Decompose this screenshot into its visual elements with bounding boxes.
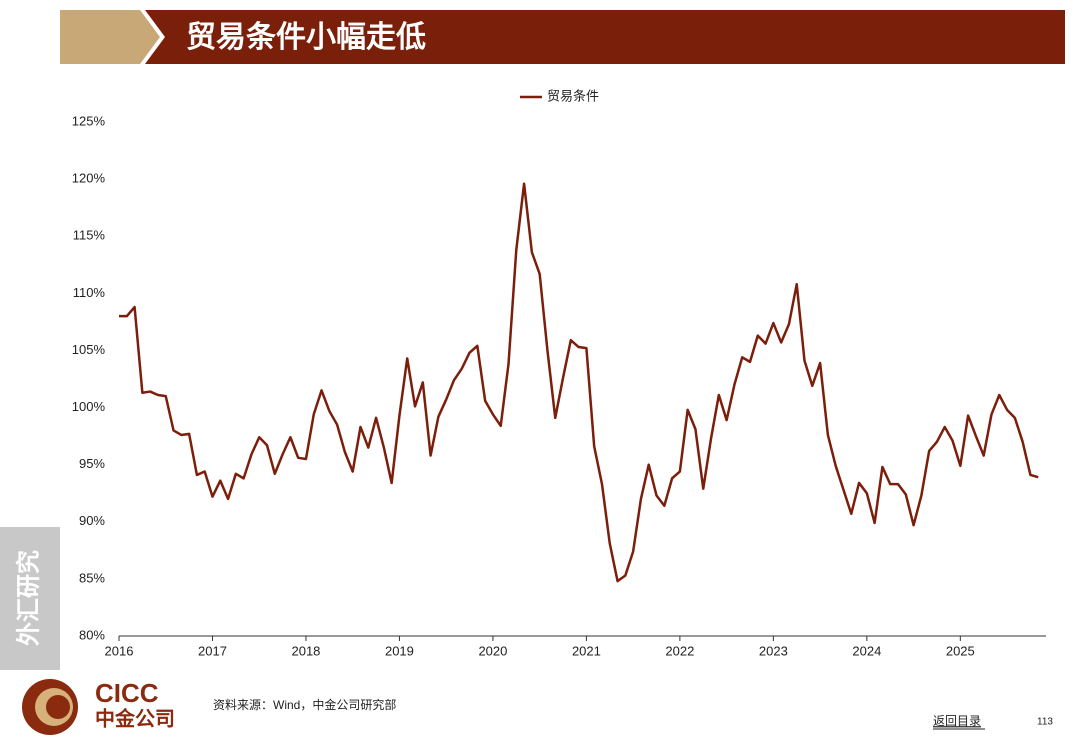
header-accent	[60, 10, 160, 64]
y-tick-label: 110%	[73, 285, 106, 300]
y-tick-label: 100%	[72, 399, 106, 414]
x-tick-label: 2017	[198, 643, 227, 658]
x-tick-label: 2024	[852, 643, 881, 658]
header-bar	[145, 10, 1065, 64]
x-tick-label: 2025	[946, 643, 975, 658]
x-tick-label: 2022	[665, 643, 694, 658]
page-number: 113	[1037, 717, 1053, 728]
y-tick-label: 85%	[79, 570, 105, 585]
x-tick-label: 2016	[105, 643, 134, 658]
y-tick-label: 120%	[72, 171, 106, 186]
line-series	[119, 182, 1039, 583]
logo: CICC 中金公司	[22, 678, 175, 735]
logo-en: CICC	[95, 678, 159, 708]
x-tick-label: 2023	[759, 643, 788, 658]
y-tick-label: 115%	[73, 228, 106, 243]
y-tick-label: 105%	[72, 342, 106, 357]
slide-title: 贸易条件小幅走低	[186, 21, 426, 54]
nav-link[interactable]: 返回目录	[933, 714, 981, 728]
legend-label: 贸易条件	[547, 88, 599, 103]
sidebar	[0, 527, 60, 670]
logo-core	[46, 695, 70, 719]
y-tick-label: 125%	[72, 113, 106, 128]
x-tick-label: 2018	[291, 643, 320, 658]
y-tick-label: 80%	[79, 627, 105, 642]
logo-cn: 中金公司	[95, 706, 175, 730]
x-tick-label: 2019	[385, 643, 414, 658]
y-tick-label: 90%	[79, 513, 105, 528]
y-tick-label: 95%	[79, 456, 105, 471]
source-note: 资料来源：Wind，中金公司研究部	[213, 697, 396, 712]
x-tick-label: 2021	[572, 643, 601, 658]
x-tick-label: 2020	[478, 643, 507, 658]
sidebar-label: 外汇研究	[14, 550, 42, 646]
